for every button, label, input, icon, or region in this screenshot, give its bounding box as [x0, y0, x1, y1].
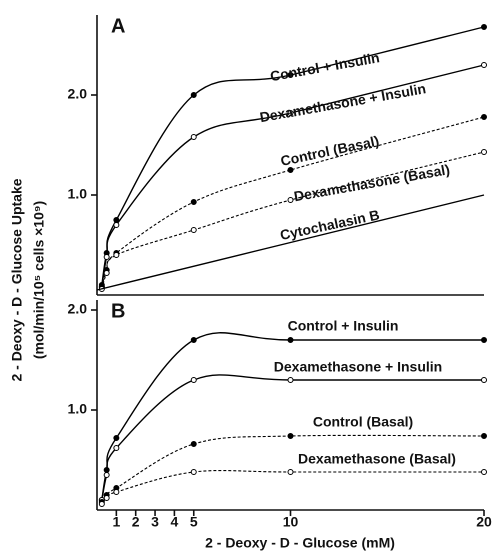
series-label: Control (Basal)	[313, 414, 413, 430]
data-point	[190, 134, 197, 140]
data-point	[481, 337, 487, 343]
data-point	[287, 197, 294, 203]
data-point	[190, 227, 197, 233]
x-tick-label: 4	[171, 514, 179, 530]
data-point	[190, 92, 197, 98]
data-point	[287, 469, 294, 475]
series-label: Control + Insulin	[269, 49, 381, 84]
data-point	[113, 252, 120, 258]
series-label: Cytochalasin B	[279, 206, 381, 243]
data-point	[481, 377, 487, 383]
series-label: Control (Basal)	[279, 132, 380, 169]
y-tick-label: 2.0	[68, 301, 88, 317]
series-line	[101, 116, 485, 288]
data-point	[190, 337, 197, 343]
panel-label: B	[111, 300, 125, 322]
x-tick-label: 2	[132, 514, 140, 530]
data-point	[287, 433, 294, 439]
x-axis-label: 2 - Deoxy - D - Glucose (mM)	[205, 535, 395, 551]
x-tick-label: 10	[283, 514, 299, 530]
y-tick-label: 1.0	[68, 401, 88, 417]
data-point	[287, 167, 294, 173]
y-axis-label: (mol/min/10⁵ cells ×10⁹)	[31, 201, 47, 359]
series-label: Dexamethasone (Basal)	[298, 451, 456, 467]
data-point	[190, 441, 197, 447]
data-point	[481, 469, 487, 475]
x-tick-label: 5	[190, 514, 198, 530]
data-point	[113, 222, 120, 228]
data-point	[113, 435, 120, 441]
series-line	[96, 194, 485, 291]
data-point	[98, 501, 105, 507]
y-axis-label: 2 - Deoxy - D - Glucose Uptake	[9, 178, 25, 381]
data-point	[103, 254, 110, 260]
data-point	[481, 114, 487, 120]
data-point	[190, 377, 197, 383]
x-tick-label: 20	[476, 514, 492, 530]
data-point	[103, 270, 110, 276]
data-point	[287, 377, 294, 383]
series-label: Dexamethasone (Basal)	[293, 161, 451, 204]
data-point	[103, 495, 110, 501]
series-label: Dexamethasone + Insulin	[274, 359, 442, 375]
data-point	[103, 472, 110, 478]
data-point	[481, 24, 487, 30]
data-point	[481, 62, 487, 68]
data-point	[287, 72, 294, 78]
series-label: Dexamethasone + Insulin	[258, 80, 427, 125]
y-tick-label: 1.0	[68, 186, 88, 202]
x-tick-label: 1	[112, 514, 120, 530]
series-line	[101, 469, 484, 505]
data-point	[287, 337, 294, 343]
data-point	[287, 110, 294, 116]
data-point	[113, 489, 120, 495]
panel-label: A	[111, 15, 125, 37]
data-point	[190, 199, 197, 205]
data-point	[113, 445, 120, 451]
series-label: Control + Insulin	[288, 318, 399, 334]
data-point	[481, 149, 487, 155]
series-line	[101, 434, 485, 503]
y-tick-label: 2.0	[68, 86, 88, 102]
data-point	[190, 469, 197, 475]
x-tick-label: 3	[151, 514, 159, 530]
data-point	[481, 433, 487, 439]
